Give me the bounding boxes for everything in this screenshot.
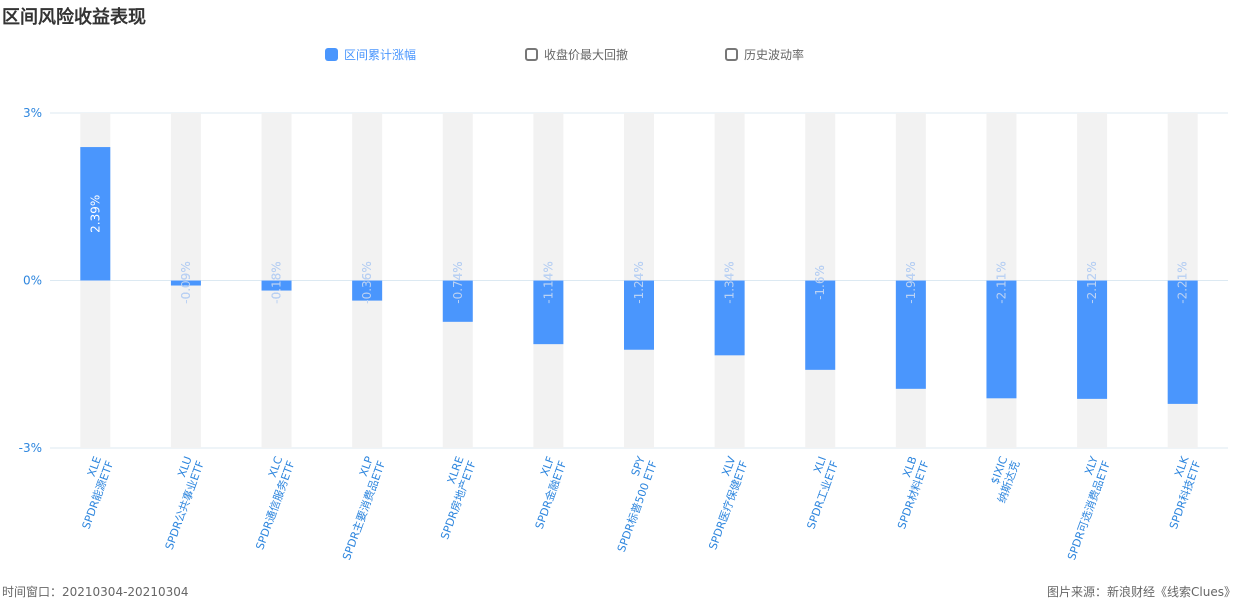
legend-label: 区间累计涨幅 [344, 47, 417, 62]
data-label: -0.09% [179, 261, 193, 303]
y-tick-label: -3% [19, 441, 42, 455]
data-label-shadow: -1.14% [541, 261, 555, 303]
x-tick-label: XLESPDR能源ETF [67, 455, 116, 531]
data-label: -2.11% [994, 261, 1008, 303]
x-tick-label: XLVSPDR医疗保健ETF [694, 454, 751, 551]
bar [714, 280, 745, 356]
x-tick-label: XLISPDR工业ETF [792, 455, 841, 531]
legend-item-max-drawdown[interactable]: 收盘价最大回撤 [525, 44, 628, 64]
bar [805, 280, 836, 370]
x-tick-label: XLKSPDR科技ETF [1155, 454, 1204, 531]
x-tick-code: XLY [1082, 454, 1101, 476]
data-label-shadow: -2.12% [1085, 261, 1099, 303]
chart-title: 区间风险收益表现 [2, 7, 146, 28]
bar [261, 280, 292, 291]
x-tick-label: XLYSPDR可选消费品ETF [1053, 454, 1113, 562]
x-tick-code: XLF [538, 455, 557, 478]
data-label: -1.24% [632, 261, 646, 303]
x-tick-label: XLBSPDR材料ETF [883, 455, 932, 531]
data-label-shadow: -0.18% [270, 261, 284, 303]
image-source-text: 图片来源：新浪财经《线索Clues》 [1047, 585, 1236, 599]
data-label: -0.74% [451, 261, 465, 303]
bar [1167, 280, 1198, 404]
x-tick-label: XLPSPDR主要消费品ETF [328, 454, 388, 562]
data-label: -1.94% [904, 261, 918, 303]
bar [80, 147, 111, 281]
data-label-shadow: -2.11% [994, 261, 1008, 303]
x-tick-code: XLI [811, 455, 829, 475]
legend: 区间累计涨幅 收盘价最大回撤 历史波动率 [0, 44, 1240, 64]
data-label-shadow: -1.24% [632, 261, 646, 303]
data-label-shadow: -0.09% [179, 261, 193, 303]
legend-label: 收盘价最大回撤 [544, 47, 629, 62]
data-label: -1.34% [723, 261, 737, 303]
x-tick-label: $IXIC纳斯达克 [983, 454, 1023, 505]
y-tick-label: 0% [23, 274, 42, 288]
x-tick-label: XLCSPDR通信服务ETF [241, 454, 298, 551]
data-label: -1.6% [813, 265, 827, 300]
data-label-shadow: -0.36% [360, 261, 374, 303]
legend-item-volatility[interactable]: 历史波动率 [725, 44, 804, 64]
bar [1077, 280, 1108, 399]
bar [442, 280, 473, 322]
data-label: -2.21% [1176, 261, 1190, 303]
data-label-shadow: -1.6% [813, 265, 827, 300]
legend-label: 历史波动率 [744, 47, 805, 62]
legend-swatch-icon [725, 47, 738, 61]
x-tick-label: XLUSPDR公共事业ETF [150, 455, 206, 552]
bar [895, 280, 926, 389]
bar [624, 280, 654, 350]
data-label: 2.39% [88, 195, 102, 233]
bar [352, 280, 383, 301]
data-label: -0.18% [270, 261, 284, 303]
data-label: -1.14% [541, 261, 555, 303]
data-label-shadow: -1.34% [723, 261, 737, 303]
data-label-shadow: -1.94% [904, 261, 918, 303]
time-window-text: 时间窗口：20210304-20210304 [2, 585, 189, 599]
x-tick-label: XLFSPDR金融ETF [520, 455, 569, 531]
bar [986, 280, 1017, 399]
bar [170, 280, 201, 286]
legend-swatch-icon [525, 47, 538, 61]
data-label: -2.12% [1085, 261, 1099, 303]
x-tick-label: XLRESPDR房地产ETF [426, 455, 479, 542]
data-label: -0.36% [360, 261, 374, 303]
y-tick-label: 3% [23, 106, 42, 120]
x-tick-label: SPYSPDR标普500 ETF [603, 454, 660, 554]
bar [533, 280, 564, 345]
legend-swatch-icon [325, 47, 338, 61]
data-label-shadow: -0.74% [451, 261, 465, 303]
legend-item-cumulative-return[interactable]: 区间累计涨幅 [325, 44, 416, 64]
data-label-shadow: -2.21% [1176, 261, 1190, 303]
